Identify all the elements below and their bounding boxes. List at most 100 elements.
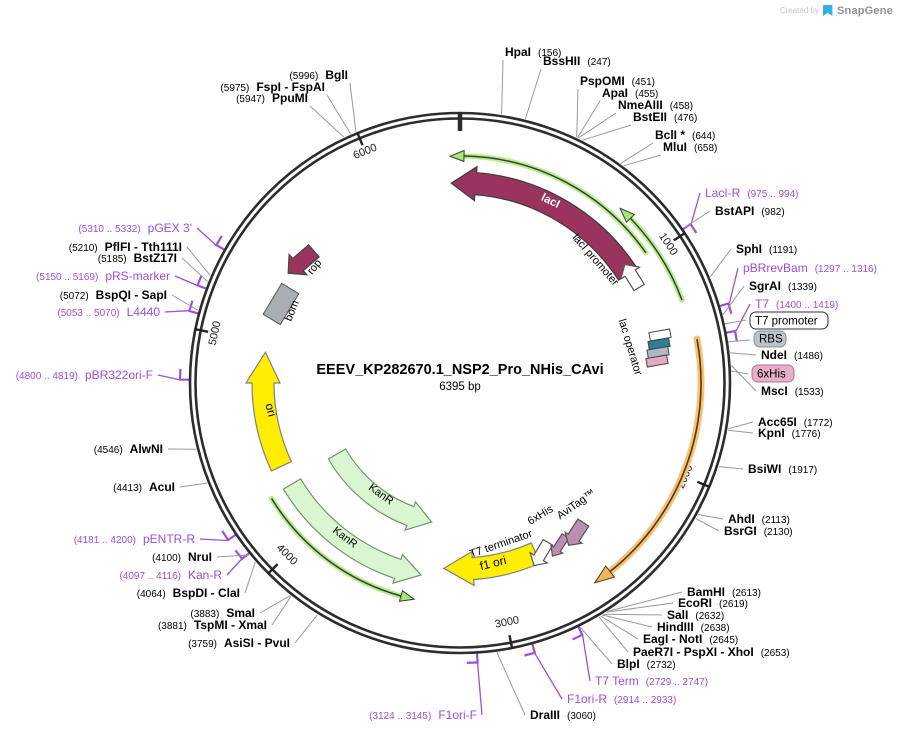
callout-line-Kan-R <box>226 559 242 576</box>
site-label-HpaI: HpaI (156) <box>505 45 561 59</box>
orf-arrow-lacI-head <box>448 149 465 163</box>
callout-line-Acc65I <box>727 421 754 430</box>
callout-line-BspQI - SapI <box>171 294 199 311</box>
site-label-SgrAI: SgrAI (1339) <box>749 279 817 293</box>
site-label-SphI: SphI (1191) <box>736 242 797 256</box>
site-label-L4440: (5053 .. 5070) L4440 <box>57 305 160 319</box>
callout-line-T7 Term <box>582 635 591 682</box>
site-label-pBRrevBam: pBRrevBam (1297 .. 1316) <box>743 261 877 275</box>
site-label-BstEII: BstEII (476) <box>633 110 697 124</box>
callout-line-SphI <box>709 248 732 277</box>
site-label-BspQI - SapI: (5072) BspQI - SapI <box>60 288 167 302</box>
orf-arrow-kanr-core <box>270 498 402 597</box>
plasmid-title: EEEV_KP282670.1_NSP2_Pro_NHis_CAvi <box>316 362 603 378</box>
callout-line-pRS-marker <box>174 275 197 286</box>
scale-tick-label: 3000 <box>494 614 520 630</box>
callout-line-pBR322ori-F <box>157 374 180 381</box>
callout-line-PaeR7I - PspXI - XhoI <box>598 616 629 653</box>
site-label-TspMI - XmaI: (3881) TspMI - XmaI <box>158 618 267 632</box>
site-label-pENTR-R: (4181 .. 4200) pENTR-R <box>74 532 196 546</box>
site-label-F1ori-R: F1ori-R (2914 .. 2933) <box>567 692 676 706</box>
site-label-SalI: SalI (2632) <box>667 608 724 622</box>
callout-line-TspMI - XmaI <box>271 595 292 626</box>
callout-line-BlpI <box>579 626 613 665</box>
orf-arrow-1-core <box>629 217 683 301</box>
site-label-KpnI: KpnI (1776) <box>758 426 821 440</box>
site-label-T7 Term: T7 Term (2729 .. 2747) <box>595 674 708 688</box>
site-label-BsrGI: BsrGI (2130) <box>724 524 793 538</box>
callout-line-BstEII <box>582 124 632 141</box>
callout-line-BamHI <box>607 591 683 612</box>
site-label-NruI: (4100) NruI <box>152 550 212 564</box>
site-label-BamHI: BamHI (2613) <box>687 585 761 599</box>
callout-line-HpaI <box>501 59 504 115</box>
callout-line-pGEX 3' <box>196 227 216 246</box>
boxed-label-RBS <box>753 330 787 348</box>
callout-line-EcoRI <box>606 602 674 613</box>
callout-line-NruI <box>216 554 250 558</box>
callout-line-F1ori-F <box>476 663 483 716</box>
site-label-BstAPI: BstAPI (982) <box>715 204 785 218</box>
site-label-BssHII: BssHII (247) <box>543 54 611 68</box>
rop-arrow <box>287 243 320 276</box>
callout-line-AcuI <box>179 482 208 488</box>
site-label-Kan-R: (4097 .. 4116) Kan-R <box>119 568 222 582</box>
site-label-AlwNI: (4546) AlwNI <box>94 442 163 456</box>
plasmid-length: 6395 bp <box>439 381 481 393</box>
boxed-label-T7 promoter <box>749 311 829 330</box>
callout-line-AsiSI - PvuI <box>294 614 318 644</box>
KanR-inner-band <box>327 448 433 532</box>
site-label-BlpI: BlpI (2732) <box>617 657 676 671</box>
callout-line-FspI - FspAI <box>326 94 352 135</box>
callout-line-MluI <box>623 154 662 167</box>
scale-tick-3000 <box>508 634 514 650</box>
site-label-MluI: MluI (658) <box>663 140 717 154</box>
site-label-pRS-marker: (5150 .. 5169) pRS-marker <box>36 269 170 283</box>
site-label-MscI: MscI (1533) <box>761 384 824 398</box>
boxed-label-text: T7 promoter <box>755 316 818 328</box>
callout-line-BsiWI <box>718 466 744 470</box>
boxed-label-text: RBS <box>759 334 783 346</box>
f1-ori-band <box>442 542 541 587</box>
site-label-LacI-R: LacI-R (975 .. 994) <box>705 186 799 200</box>
scale-tick-1000 <box>673 231 687 242</box>
site-label-Acc65I: Acc65I (1772) <box>758 415 833 429</box>
callout-line-ApaI <box>577 100 601 138</box>
site-label-T7: T7 (1400 .. 1419) <box>755 297 838 311</box>
site-label-pBR322ori-F: (4800 .. 4819) pBR322ori-F <box>16 368 153 382</box>
site-label-NdeI: NdeI (1486) <box>761 348 823 362</box>
site-label-AsiSI - PvuI: (3759) AsiSI - PvuI <box>188 636 290 650</box>
scale-tick-2000 <box>696 480 711 489</box>
site-label-AcuI: (4413) AcuI <box>113 480 175 494</box>
callout-line-pBRrevBam <box>728 267 739 304</box>
callout-line-EagI - NotI <box>600 615 639 640</box>
callout-line-T7 <box>735 303 751 332</box>
scale-tick-label: 5000 <box>207 320 224 346</box>
boxed-label-6xHis <box>751 364 795 383</box>
callout-line-AhdI <box>698 514 724 520</box>
site-label-PspOMI: PspOMI (451) <box>580 74 655 88</box>
callout-line-LacI-R <box>690 192 701 224</box>
site-label-PpuMI: (5947) PpuMI <box>236 91 308 105</box>
avitag-arrow <box>564 518 590 546</box>
callout-line-BssHII <box>524 68 542 120</box>
site-label-ApaI: ApaI (455) <box>602 86 658 100</box>
site-label-BsiWI: BsiWI (1917) <box>748 462 817 476</box>
feature-label: f1 ori <box>478 553 507 573</box>
lacI-gene-band <box>450 165 638 281</box>
boxed-label-text: 6xHis <box>757 369 786 381</box>
site-label-EagI - NotI: EagI - NotI (2645) <box>643 632 738 646</box>
his-box <box>645 354 669 368</box>
lacI-promoter-arrow <box>619 263 646 292</box>
site-label-FspI - FspAI: (5975) FspI - FspAI <box>220 80 325 94</box>
scale-tick-4000 <box>266 563 279 575</box>
orf-arrow-lacI-core <box>463 155 647 254</box>
site-label-PaeR7I - PspXI - XhoI: PaeR7I - PspXI - XhoI (2653) <box>633 645 790 659</box>
site-label-DraIII: DraIII (3060) <box>530 708 596 722</box>
bom-box <box>262 282 300 326</box>
scale-tick-6000 <box>356 131 364 146</box>
nsp2-gene-arc-core <box>609 338 702 573</box>
callout-line-BstAPI <box>683 210 711 229</box>
callout-line-BspDI - ClaI <box>244 562 256 594</box>
